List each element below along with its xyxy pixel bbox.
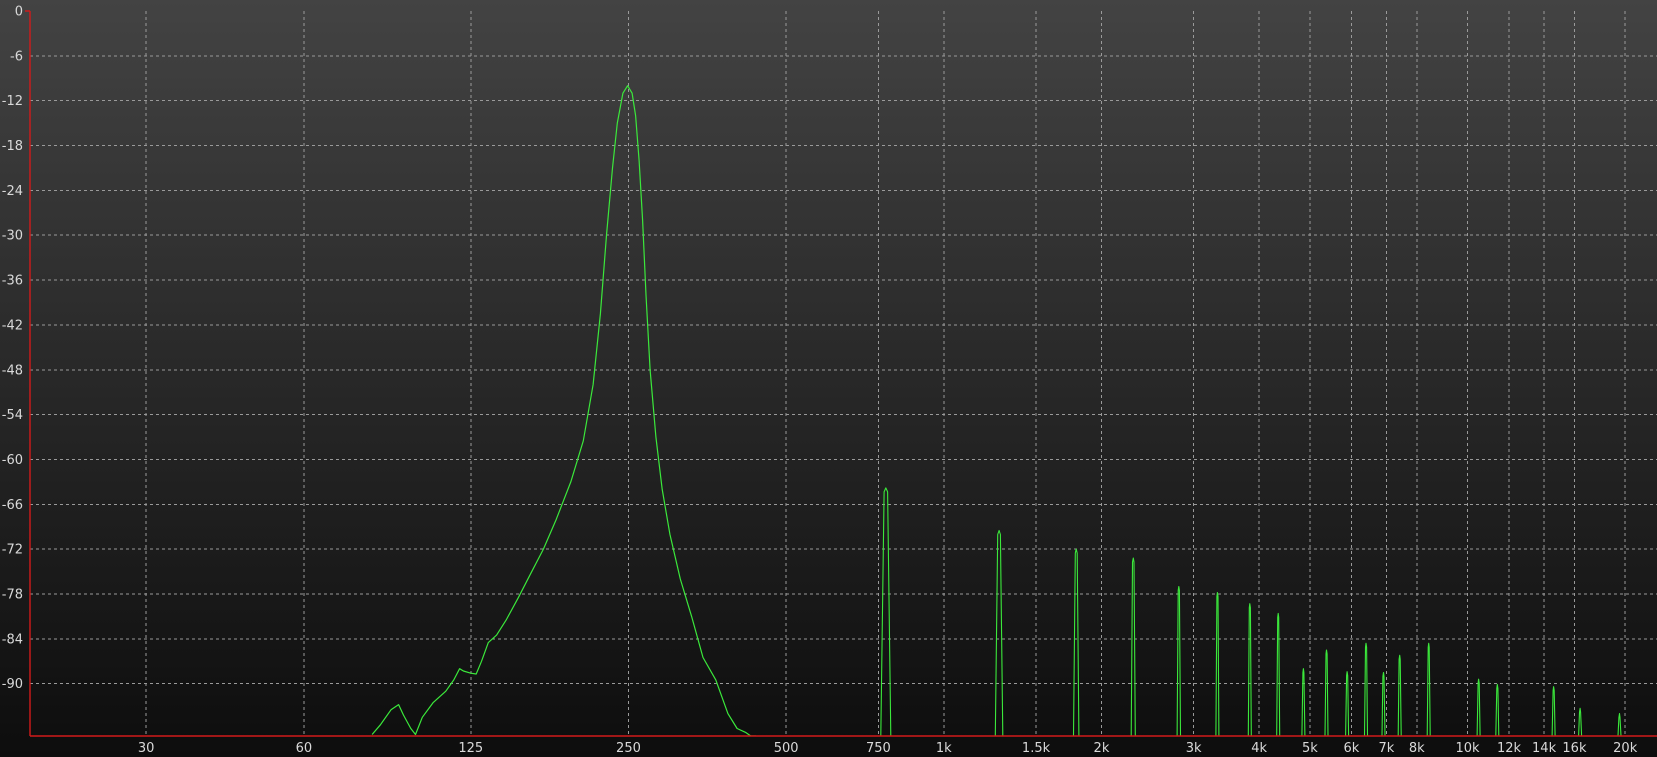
- grid-lines: [30, 11, 1657, 736]
- y-tick-label: -90: [2, 677, 23, 692]
- harmonic-peak: [1176, 585, 1182, 736]
- harmonic-peak: [1276, 612, 1281, 736]
- harmonic-peak: [1551, 686, 1556, 736]
- harmonic-peak: [880, 487, 892, 736]
- harmonic-peak: [1617, 713, 1622, 736]
- x-tick-label: 125: [458, 741, 483, 756]
- x-tick-label: 1.5k: [1022, 741, 1051, 756]
- harmonic-peak: [1072, 548, 1080, 736]
- spectrum-traces: [371, 85, 1622, 736]
- x-tick-label: 6k: [1343, 741, 1359, 756]
- harmonic-peak: [1578, 707, 1583, 736]
- x-tick-label: 10k: [1456, 741, 1481, 756]
- x-tick-label: 60: [296, 741, 313, 756]
- fundamental-peak-trace: [371, 85, 756, 736]
- x-tick-label: 16k: [1562, 741, 1587, 756]
- x-tick-label: 2k: [1094, 741, 1110, 756]
- axes: [25, 10, 1657, 737]
- x-tick-label: 12k: [1497, 741, 1522, 756]
- harmonic-peak: [1363, 642, 1369, 736]
- y-tick-label: -48: [2, 363, 23, 378]
- x-tick-label: 30: [138, 741, 155, 756]
- harmonic-peak: [1345, 671, 1350, 736]
- x-tick-label: 5k: [1302, 741, 1318, 756]
- x-tick-label: 1k: [936, 741, 952, 756]
- harmonic-peak: [1495, 683, 1500, 736]
- x-tick-label: 250: [616, 741, 641, 756]
- x-tick-label: 14k: [1532, 741, 1557, 756]
- harmonic-peak: [1247, 603, 1252, 736]
- harmonic-peak: [1324, 649, 1329, 736]
- y-tick-label: -84: [2, 632, 23, 647]
- x-tick-label: 7k: [1379, 741, 1395, 756]
- harmonic-peak: [1381, 671, 1386, 736]
- y-tick-label: -60: [2, 453, 23, 468]
- y-tick-label: -30: [2, 229, 23, 244]
- y-tick-label: -72: [2, 543, 23, 558]
- y-tick-label: -36: [2, 274, 23, 289]
- y-tick-label: -12: [2, 94, 23, 109]
- harmonic-peak: [1426, 642, 1431, 736]
- y-tick-label: -78: [2, 587, 23, 602]
- harmonic-peak: [1397, 654, 1402, 736]
- harmonic-peak: [1130, 557, 1136, 736]
- x-tick-label: 4k: [1251, 741, 1267, 756]
- x-tick-label: 750: [866, 741, 891, 756]
- x-tick-label: 8k: [1409, 741, 1425, 756]
- x-tick-label: 20k: [1613, 741, 1638, 756]
- x-tick-label: 3k: [1186, 741, 1202, 756]
- harmonic-peak: [1476, 678, 1481, 736]
- y-tick-label: -18: [2, 139, 23, 154]
- x-axis-tick-labels: 30 60 125 250 500 750 1k 1.5k 2k 3k 4k 5k 6k 7k 8k 10k 1…: [138, 741, 1638, 756]
- y-tick-label: -54: [2, 408, 23, 423]
- y-tick-label: -6: [10, 49, 23, 64]
- y-axis-tick-labels: 0 -6 -12 -18 -24 -30 -36 -42 -48 -54 -60 -66 -72 -78 -…: [2, 5, 23, 693]
- harmonic-peak: [1215, 591, 1220, 736]
- harmonic-peak: [1301, 668, 1306, 736]
- x-tick-label: 500: [774, 741, 799, 756]
- harmonic-peak: [994, 529, 1004, 736]
- y-tick-label: -24: [2, 184, 23, 199]
- y-tick-label: -66: [2, 498, 23, 513]
- y-tick-label: 0: [15, 5, 23, 20]
- y-tick-label: -42: [2, 318, 23, 333]
